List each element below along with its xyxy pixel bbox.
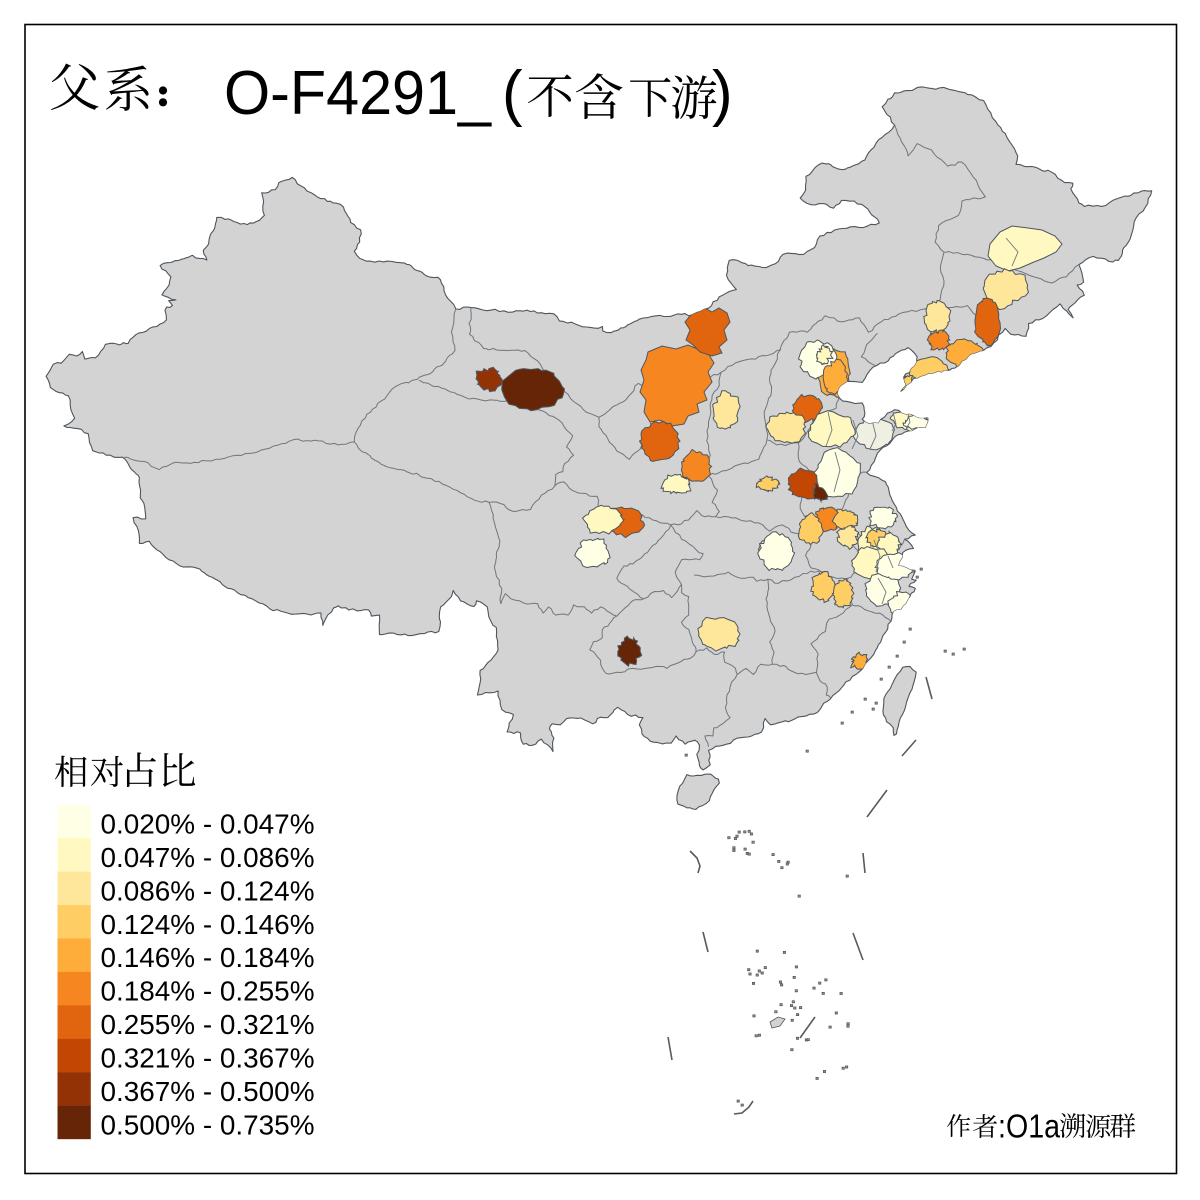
svg-text:0.020% - 0.047%: 0.020% - 0.047% [101,809,315,840]
svg-text:O-F4291_: O-F4291_ [224,59,492,128]
svg-text:0.047% - 0.086%: 0.047% - 0.086% [101,842,315,873]
svg-text:0.321% - 0.367%: 0.321% - 0.367% [101,1042,315,1073]
svg-text:0.367% - 0.500%: 0.367% - 0.500% [101,1076,315,1107]
svg-text:): ) [712,59,733,128]
svg-text:0.500% - 0.735%: 0.500% - 0.735% [101,1109,315,1140]
svg-text::O1a: :O1a [998,1108,1061,1145]
svg-text:0.146% - 0.184%: 0.146% - 0.184% [101,942,315,973]
svg-text:0.184% - 0.255%: 0.184% - 0.255% [101,976,315,1007]
svg-text:0.086% - 0.124%: 0.086% - 0.124% [101,875,315,906]
svg-text:0.255% - 0.321%: 0.255% - 0.321% [101,1009,315,1040]
svg-text:(: ( [502,59,523,128]
svg-text:0.124% - 0.146%: 0.124% - 0.146% [101,909,315,940]
